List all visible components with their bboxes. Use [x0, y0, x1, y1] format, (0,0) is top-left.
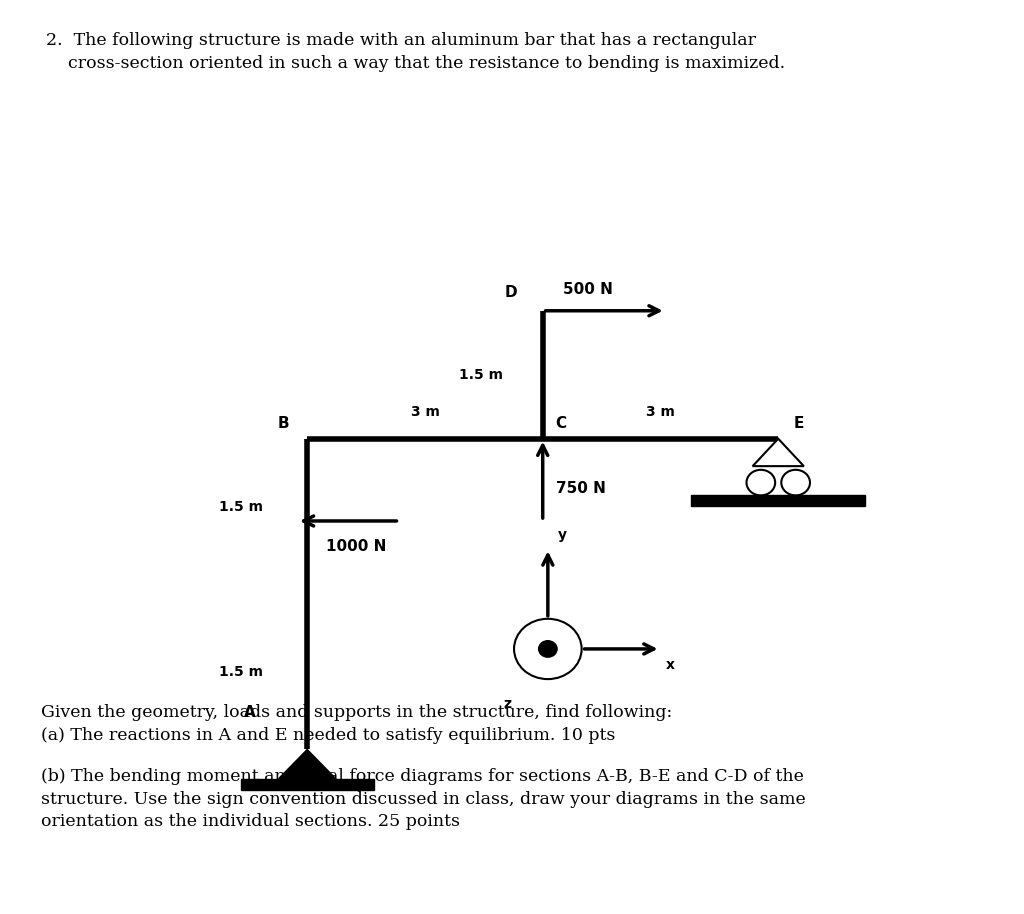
Polygon shape: [279, 749, 336, 779]
Text: Given the geometry, loads and supports in the structure, find following:: Given the geometry, loads and supports i…: [41, 704, 672, 721]
Text: 3 m: 3 m: [646, 405, 675, 419]
Text: B: B: [278, 417, 289, 431]
Text: 1.5 m: 1.5 m: [219, 500, 262, 515]
Text: 1000 N: 1000 N: [326, 539, 386, 554]
Circle shape: [746, 470, 775, 495]
Circle shape: [781, 470, 810, 495]
Text: D: D: [505, 285, 517, 300]
Text: x: x: [666, 658, 675, 673]
Text: A: A: [245, 706, 256, 720]
Text: (a) The reactions in A and E needed to satisfy equilibrium. 10 pts: (a) The reactions in A and E needed to s…: [41, 727, 615, 744]
Text: 500 N: 500 N: [563, 282, 613, 297]
Circle shape: [514, 619, 582, 679]
Text: 1.5 m: 1.5 m: [219, 664, 262, 679]
Text: E: E: [794, 417, 804, 431]
Text: 750 N: 750 N: [556, 482, 606, 496]
Text: cross-section oriented in such a way that the resistance to bending is maximized: cross-section oriented in such a way tha…: [46, 55, 785, 72]
Text: (b) The bending moment and axial force diagrams for sections A-B, B-E and C-D of: (b) The bending moment and axial force d…: [41, 768, 804, 785]
Text: 1.5 m: 1.5 m: [460, 367, 503, 382]
Text: z: z: [503, 696, 511, 711]
Text: C: C: [555, 417, 566, 431]
Polygon shape: [753, 439, 804, 466]
Text: y: y: [558, 528, 567, 542]
Text: 3 m: 3 m: [411, 405, 439, 419]
Bar: [241, 779, 374, 790]
Bar: [691, 495, 865, 506]
Text: orientation as the individual sections. 25 points: orientation as the individual sections. …: [41, 813, 460, 831]
Text: 2.  The following structure is made with an aluminum bar that has a rectangular: 2. The following structure is made with …: [46, 32, 756, 49]
Circle shape: [539, 641, 557, 657]
Text: structure. Use the sign convention discussed in class, draw your diagrams in the: structure. Use the sign convention discu…: [41, 791, 806, 808]
